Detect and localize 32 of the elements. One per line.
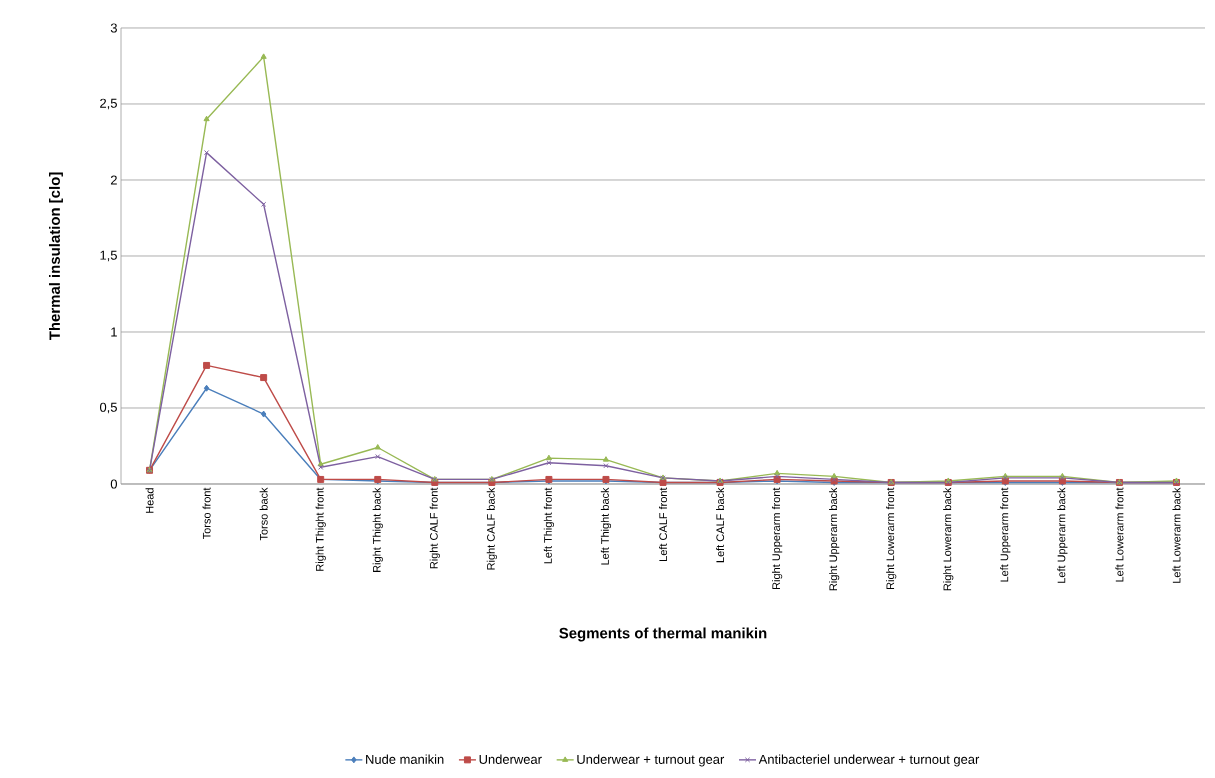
y-axis-title: Thermal insulation [clo] — [49, 172, 63, 341]
x-tick-label: Right CALF back — [486, 487, 497, 570]
x-tick-label: Right Thight back — [372, 487, 383, 572]
y-tick-label: 3 — [110, 23, 117, 33]
x-tick-label: Right Lowerarm front — [886, 487, 897, 589]
x-tick-label: Left CALF front — [659, 487, 668, 561]
y-tick-label: 0,5 — [99, 402, 117, 414]
y-tick-label: 1 — [111, 327, 117, 337]
legend-label: Antibacteriel underwear + turnout gear — [758, 754, 980, 767]
x-axis-title: Segments of thermal manikin — [559, 627, 767, 642]
y-tick-label: 0 — [110, 479, 117, 489]
x-tick-label: Right Thight front — [315, 487, 326, 571]
x-tick-label: Right Lowerarm back — [943, 487, 954, 591]
x-tick-label: Left Upperarm front — [1000, 487, 1011, 582]
x-tick-label: Head — [145, 488, 154, 513]
x-tick-label: Left Upperarm back — [1057, 487, 1068, 583]
x-tick-label: Right Upperarm back — [829, 487, 840, 591]
legend-label: Underwear — [479, 754, 542, 764]
x-tick-label: Left Thight front — [543, 487, 554, 564]
legend-label: Nude manikin — [366, 754, 444, 764]
x-tick-label: Left Lowerarm front — [1115, 487, 1124, 582]
y-tick-label: 2 — [110, 175, 117, 185]
legend-label: Underwear + turnout gear — [577, 754, 725, 767]
x-tick-label: Left Lowerarm back — [1172, 487, 1181, 583]
x-tick-label: Torso back — [259, 487, 268, 541]
x-tick-label: Left Thight back — [600, 487, 612, 565]
x-tick-label: Right CALF front — [429, 487, 440, 569]
x-tick-label: Torso front — [202, 487, 211, 540]
y-tick-label: 1,5 — [100, 250, 117, 262]
x-tick-label: Right Upperarm front — [772, 487, 783, 589]
x-tick-label: Left CALF back — [716, 487, 725, 563]
y-tick-label: 2,5 — [100, 98, 117, 110]
